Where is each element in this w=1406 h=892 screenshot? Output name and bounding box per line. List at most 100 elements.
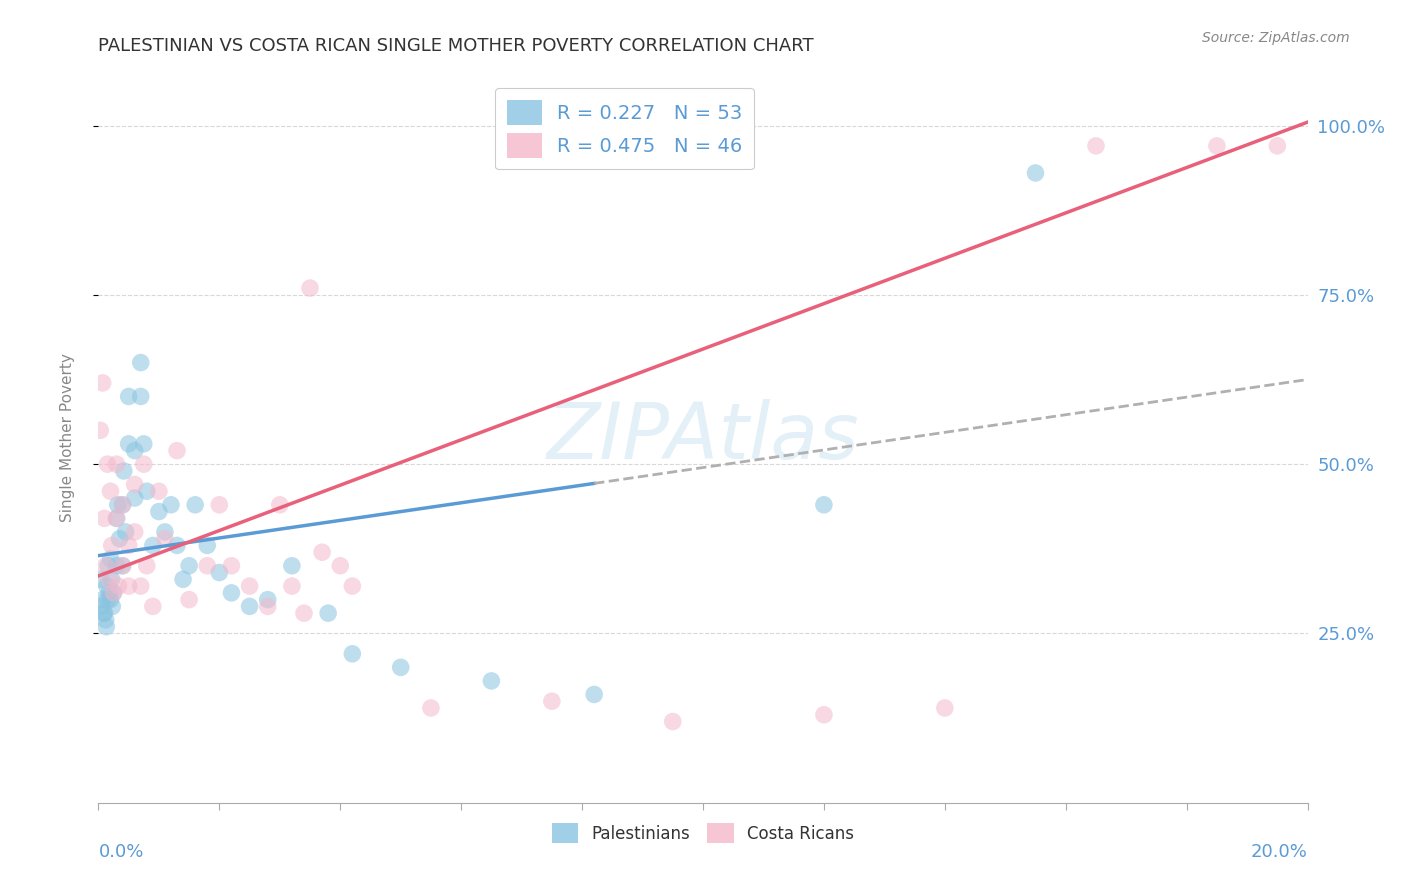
Point: [91, 592, 114, 607]
Point: [107, 498, 129, 512]
Point: [239, 599, 262, 614]
Point: [124, 524, 146, 539]
Point: [129, 389, 152, 403]
Point: [100, 592, 122, 607]
Point: [166, 538, 188, 552]
Point: [934, 701, 956, 715]
Point: [112, 464, 135, 478]
Point: [94, 558, 117, 573]
Point: [97, 558, 120, 573]
Point: [221, 586, 243, 600]
Point: [208, 566, 231, 580]
Point: [118, 579, 141, 593]
Point: [281, 579, 304, 593]
Point: [114, 524, 136, 539]
Point: [111, 558, 134, 573]
Point: [389, 660, 412, 674]
Point: [124, 491, 146, 505]
Point: [299, 281, 322, 295]
Text: ZIPAtlas: ZIPAtlas: [547, 399, 859, 475]
Point: [132, 457, 155, 471]
Point: [208, 498, 231, 512]
Point: [142, 599, 165, 614]
Point: [135, 558, 157, 573]
Point: [118, 389, 141, 403]
Point: [111, 498, 134, 512]
Point: [179, 592, 201, 607]
Point: [172, 572, 194, 586]
Point: [342, 647, 364, 661]
Point: [118, 437, 141, 451]
Point: [100, 552, 122, 566]
Point: [94, 613, 117, 627]
Point: [124, 477, 146, 491]
Point: [481, 673, 503, 688]
Point: [129, 579, 152, 593]
Y-axis label: Single Mother Poverty: Single Mother Poverty: [60, 352, 75, 522]
Point: [256, 592, 278, 607]
Point: [100, 484, 122, 499]
Point: [89, 423, 111, 437]
Point: [111, 498, 134, 512]
Point: [100, 538, 122, 552]
Point: [142, 538, 165, 552]
Point: [118, 538, 141, 552]
Point: [105, 511, 128, 525]
Point: [1206, 139, 1229, 153]
Point: [132, 437, 155, 451]
Point: [111, 558, 134, 573]
Point: [107, 579, 129, 593]
Point: [179, 558, 201, 573]
Point: [195, 538, 218, 552]
Point: [311, 545, 333, 559]
Point: [129, 355, 152, 369]
Point: [135, 484, 157, 499]
Point: [100, 572, 122, 586]
Point: [105, 457, 128, 471]
Point: [540, 694, 562, 708]
Point: [148, 484, 170, 499]
Point: [316, 606, 339, 620]
Text: Source: ZipAtlas.com: Source: ZipAtlas.com: [1202, 31, 1350, 45]
Point: [98, 572, 121, 586]
Point: [96, 579, 118, 593]
Point: [103, 586, 125, 600]
Point: [160, 498, 183, 512]
Point: [98, 586, 121, 600]
Point: [329, 558, 352, 573]
Point: [583, 688, 606, 702]
Point: [153, 524, 176, 539]
Point: [93, 606, 115, 620]
Point: [89, 572, 111, 586]
Text: 0.0%: 0.0%: [98, 843, 143, 861]
Point: [1024, 166, 1046, 180]
Point: [105, 558, 128, 573]
Point: [239, 579, 262, 593]
Point: [420, 701, 443, 715]
Point: [108, 532, 131, 546]
Text: PALESTINIAN VS COSTA RICAN SINGLE MOTHER POVERTY CORRELATION CHART: PALESTINIAN VS COSTA RICAN SINGLE MOTHER…: [98, 37, 814, 54]
Point: [96, 620, 118, 634]
Point: [96, 457, 118, 471]
Point: [1267, 139, 1289, 153]
Point: [166, 443, 188, 458]
Point: [342, 579, 364, 593]
Legend: Palestinians, Costa Ricans: Palestinians, Costa Ricans: [546, 817, 860, 849]
Point: [93, 511, 115, 525]
Point: [96, 592, 118, 607]
Text: 20.0%: 20.0%: [1251, 843, 1308, 861]
Point: [1085, 139, 1108, 153]
Point: [813, 498, 835, 512]
Point: [103, 586, 125, 600]
Point: [256, 599, 278, 614]
Point: [221, 558, 243, 573]
Point: [124, 443, 146, 458]
Point: [269, 498, 291, 512]
Point: [101, 599, 124, 614]
Point: [661, 714, 683, 729]
Point: [93, 606, 115, 620]
Point: [813, 707, 835, 722]
Point: [105, 511, 128, 525]
Point: [184, 498, 207, 512]
Point: [292, 606, 315, 620]
